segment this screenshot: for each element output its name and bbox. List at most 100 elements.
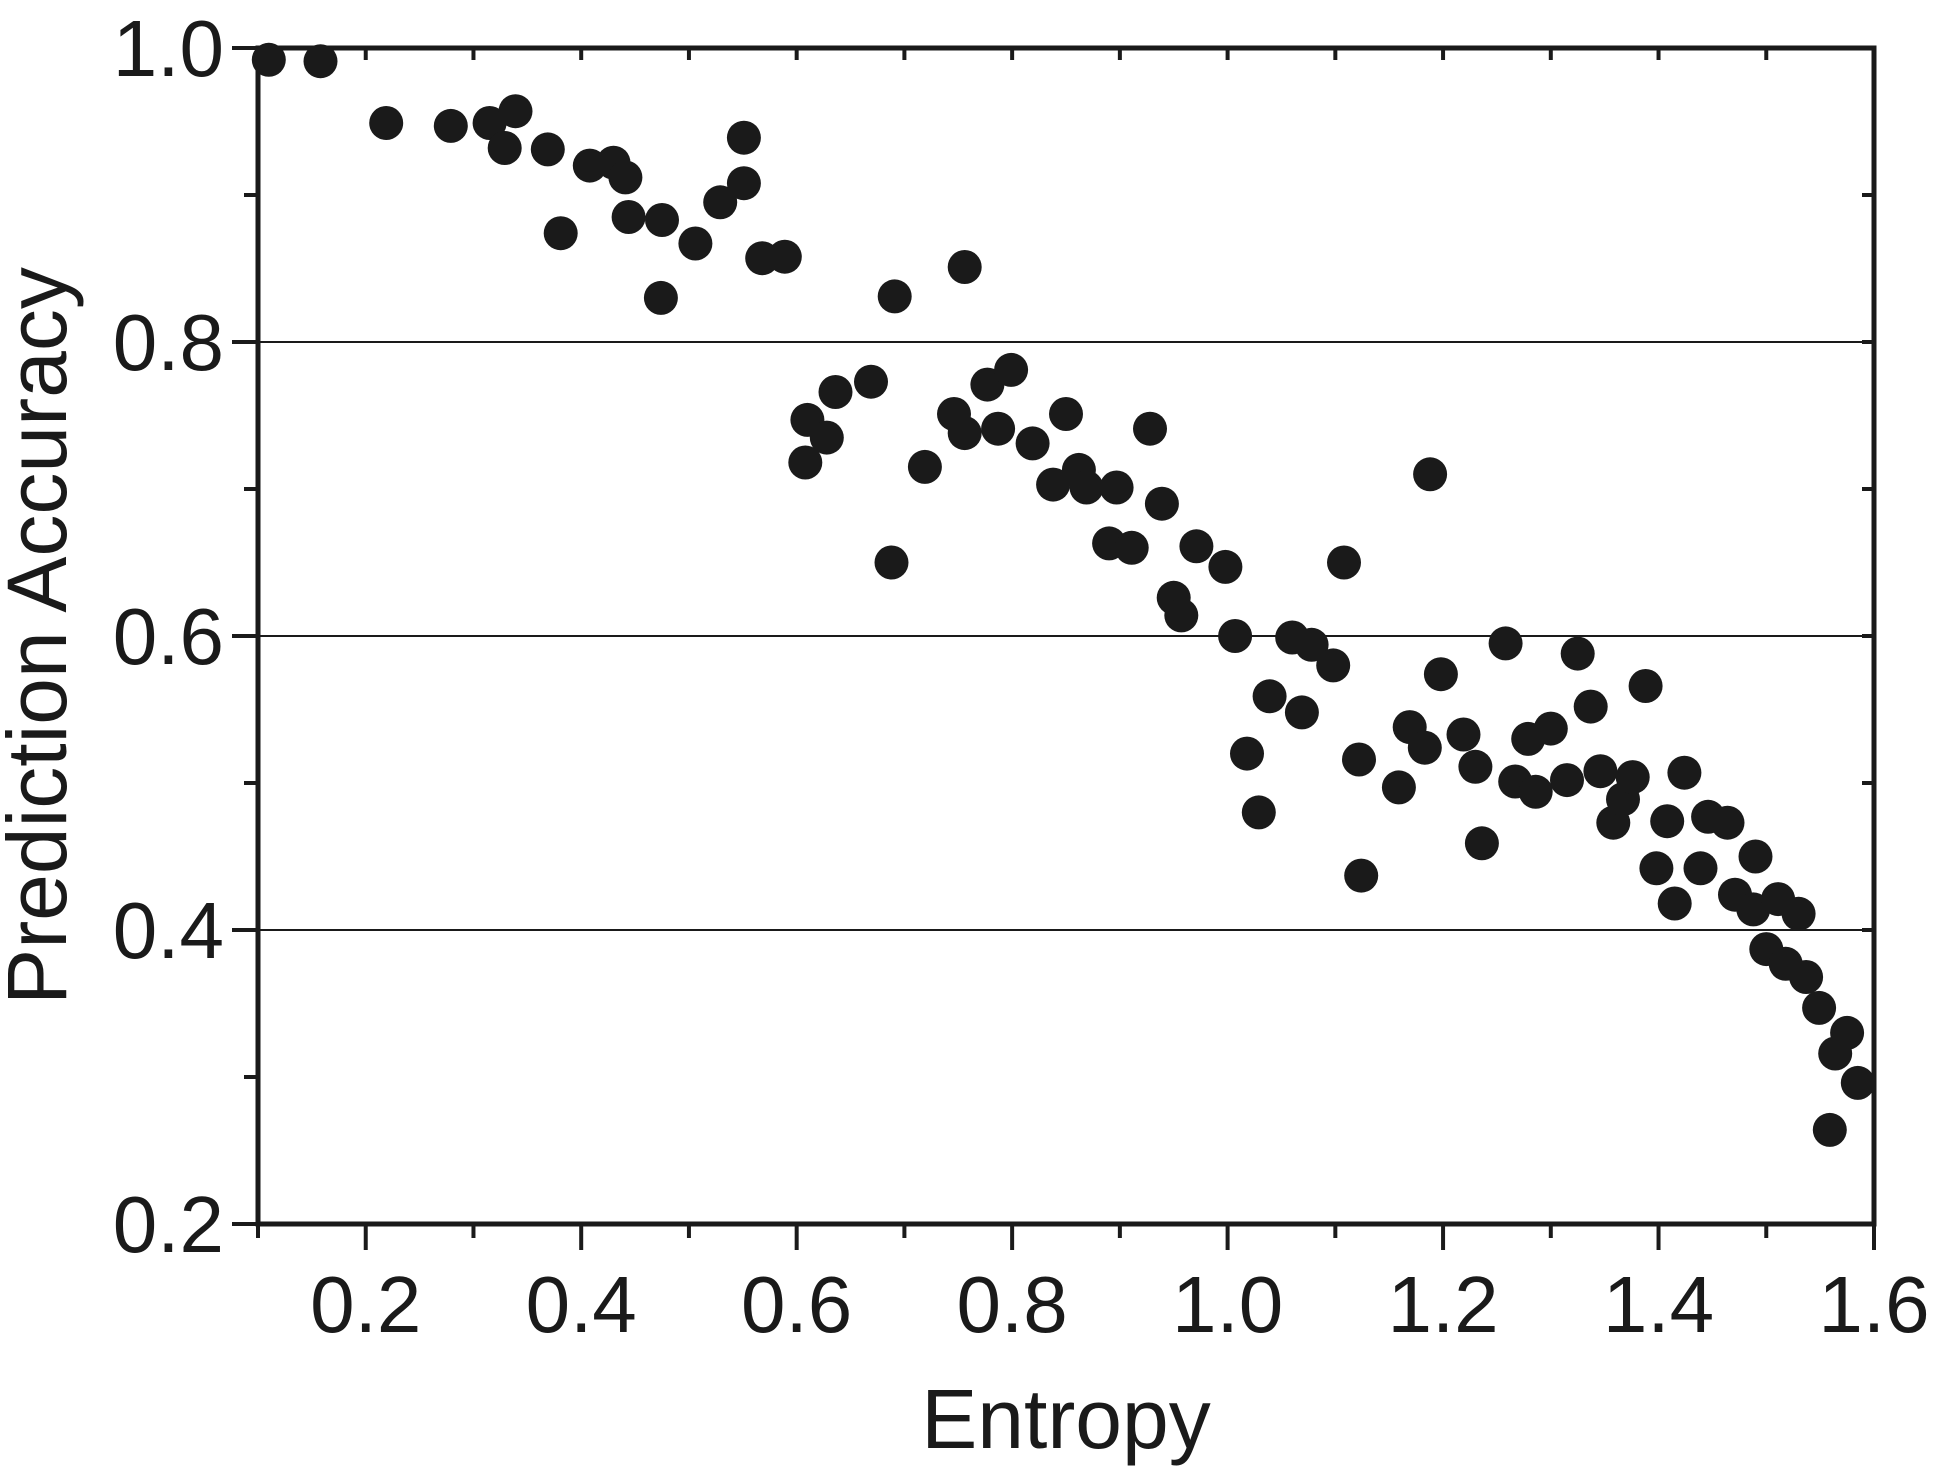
data-point — [1423, 657, 1458, 692]
data-point — [678, 226, 713, 261]
x-axis-title: Entropy — [921, 1372, 1211, 1466]
x-tick-label: 0.2 — [310, 1260, 421, 1349]
data-point — [1344, 858, 1379, 893]
data-point — [1316, 648, 1351, 683]
data-point — [1179, 529, 1214, 564]
data-point — [1560, 636, 1595, 671]
data-point — [472, 106, 507, 140]
data-point — [1241, 795, 1276, 830]
data-point — [907, 449, 942, 484]
x-tick-label: 1.0 — [1172, 1260, 1283, 1349]
data-point — [1036, 467, 1071, 502]
x-tick-label: 0.4 — [526, 1260, 637, 1349]
data-point — [1144, 486, 1179, 521]
data-point — [645, 203, 679, 237]
data-point — [1099, 470, 1134, 505]
data-point — [767, 239, 802, 274]
y-tick-label: 0.4 — [113, 886, 224, 975]
data-point — [1738, 839, 1773, 874]
data-point — [369, 106, 404, 140]
data-point — [1230, 736, 1264, 771]
data-points — [251, 42, 1875, 1147]
gridlines — [258, 341, 1874, 931]
data-point — [947, 250, 982, 284]
data-point — [1639, 851, 1674, 886]
data-point — [1342, 742, 1376, 777]
data-point — [1789, 960, 1824, 994]
data-point — [303, 44, 338, 79]
data-point — [1488, 626, 1523, 661]
data-point — [530, 132, 565, 167]
data-point — [433, 108, 468, 143]
data-point — [1550, 763, 1584, 798]
data-point — [981, 411, 1016, 446]
data-point — [1252, 679, 1287, 714]
data-point — [994, 352, 1029, 387]
x-tick-label: 1.2 — [1387, 1260, 1498, 1349]
data-point — [874, 545, 909, 580]
data-point — [1446, 717, 1481, 752]
plot-frame — [255, 45, 1877, 1227]
data-point — [703, 185, 738, 220]
data-point — [1133, 411, 1167, 446]
data-point — [1583, 754, 1618, 789]
data-point — [1294, 627, 1329, 662]
axis-ticks — [232, 46, 1876, 1250]
data-point — [1533, 711, 1568, 746]
data-point — [1650, 804, 1685, 839]
data-point — [487, 131, 522, 165]
data-point — [498, 94, 533, 129]
data-point — [1657, 886, 1692, 921]
data-point — [1015, 426, 1050, 461]
data-point — [1114, 530, 1149, 565]
data-point — [1710, 805, 1745, 840]
data-point — [726, 166, 761, 201]
data-point — [643, 280, 678, 315]
data-point — [608, 160, 643, 195]
x-tick-label: 0.6 — [741, 1260, 852, 1349]
y-axis-title: Prediction Accuracy — [0, 267, 84, 1005]
data-point — [1683, 851, 1718, 886]
x-tick-label: 1.6 — [1818, 1260, 1929, 1349]
data-point — [1573, 689, 1608, 724]
data-point — [1518, 774, 1553, 809]
data-point — [1667, 755, 1702, 790]
y-tick-label: 1.0 — [113, 4, 224, 93]
data-point — [809, 420, 844, 455]
data-point — [611, 200, 646, 234]
data-point — [818, 375, 853, 409]
data-point — [1802, 990, 1837, 1025]
data-point — [1284, 695, 1319, 730]
y-tick-label: 0.6 — [113, 592, 224, 681]
data-point — [947, 416, 982, 451]
data-point — [1615, 760, 1650, 795]
data-point — [1830, 1015, 1865, 1050]
y-tick-label: 0.8 — [113, 298, 224, 387]
data-point — [1840, 1065, 1875, 1100]
x-tick-label: 0.8 — [957, 1260, 1068, 1349]
data-point — [1464, 826, 1499, 861]
data-point — [877, 279, 912, 314]
data-point — [1218, 619, 1253, 653]
data-point — [251, 42, 286, 77]
y-tick-label: 0.2 — [113, 1180, 224, 1269]
data-point — [1164, 598, 1199, 633]
data-point — [788, 445, 823, 480]
data-point — [1458, 749, 1493, 784]
data-point — [1069, 470, 1104, 505]
data-point — [1413, 457, 1448, 492]
data-point — [726, 120, 761, 155]
x-tick-label: 1.4 — [1603, 1260, 1714, 1349]
data-point — [1381, 770, 1416, 805]
data-point — [543, 216, 578, 251]
data-point — [1327, 545, 1361, 580]
data-point — [1049, 397, 1083, 431]
data-point — [854, 364, 888, 399]
data-point — [1628, 669, 1663, 703]
x-tick-labels: 0.2 0.4 0.6 0.8 1.0 1.2 1.4 1.6 — [310, 1260, 1929, 1349]
y-tick-labels: 0.2 0.4 0.6 0.8 1.0 — [113, 4, 224, 1269]
data-point — [1781, 896, 1816, 931]
data-point — [1812, 1112, 1847, 1147]
